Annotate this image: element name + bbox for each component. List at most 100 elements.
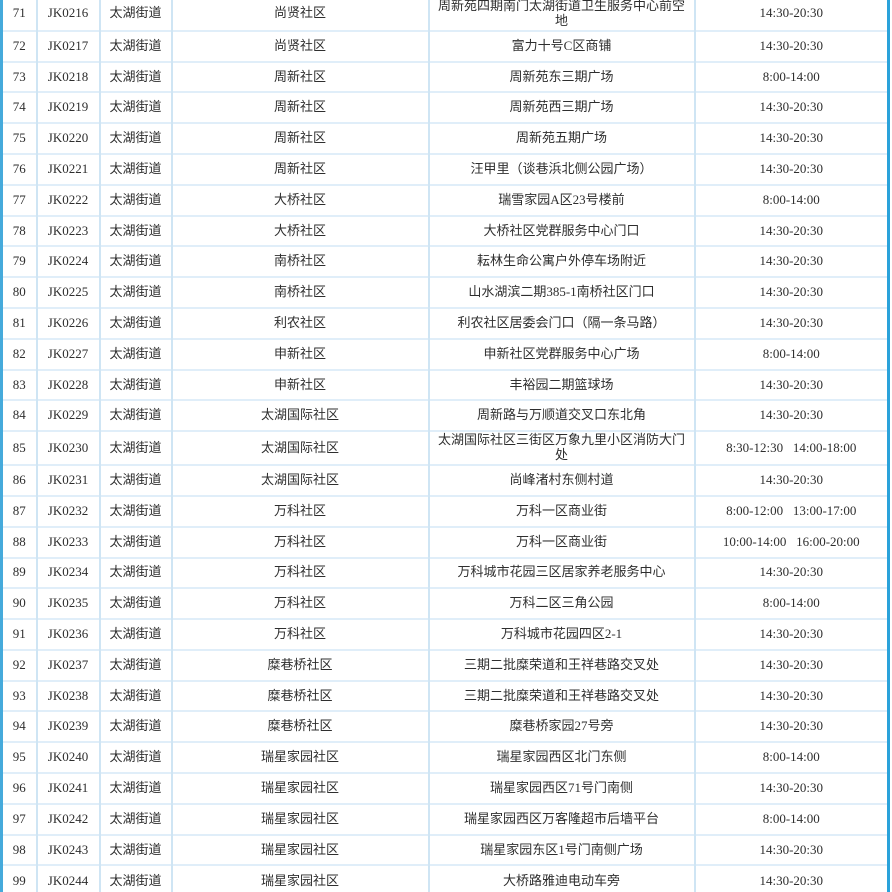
cell-service-time: 14:30-20:30 [694, 122, 890, 155]
cell-street: 太湖街道 [99, 464, 173, 496]
cell-service-time: 14:30-20:30 [694, 214, 890, 247]
table-row: 90 JK0235 太湖街道 万科社区 万科二区三角公园 8:00-14:00 [0, 587, 890, 620]
cell-street: 太湖街道 [99, 214, 173, 247]
cell-street: 太湖街道 [99, 60, 173, 93]
cell-community: 大桥社区 [171, 214, 430, 247]
cell-community: 周新社区 [171, 122, 430, 155]
cell-community: 瑞星家园社区 [171, 772, 430, 804]
cell-service-time: 14:30-20:30 [694, 368, 890, 401]
cell-location: 大桥路雅迪电动车旁 [428, 864, 696, 892]
table-row: 71 JK0216 太湖街道 尚贤社区 周新苑四期南门太湖街道卫生服务中心前空地… [0, 0, 890, 31]
cell-location: 周新苑西三期广场 [428, 91, 696, 124]
cell-site-code: JK0218 [36, 60, 101, 93]
cell-site-code: JK0237 [36, 648, 101, 681]
cell-location: 太湖国际社区三街区万象九里小区消防大门处 [428, 430, 696, 466]
cell-service-time: 8:00-14:00 [694, 587, 890, 620]
cell-site-code: JK0226 [36, 307, 101, 339]
cell-row-number: 98 [0, 833, 38, 866]
cell-community: 申新社区 [171, 368, 430, 401]
cell-location: 瑞星家园西区北门东侧 [428, 741, 696, 774]
cell-community: 尚贤社区 [171, 0, 430, 31]
cell-location: 大桥社区党群服务中心门口 [428, 214, 696, 247]
cell-location: 瑞星家园东区1号门南侧广场 [428, 833, 696, 866]
cell-service-time: 14:30-20:30 [694, 0, 890, 31]
cell-location: 糜巷桥家园27号旁 [428, 710, 696, 743]
cell-community: 瑞星家园社区 [171, 802, 430, 835]
table-row: 99 JK0244 太湖街道 瑞星家园社区 大桥路雅迪电动车旁 14:30-20… [0, 864, 890, 892]
cell-community: 糜巷桥社区 [171, 710, 430, 743]
cell-service-time: 14:30-20:30 [694, 399, 890, 432]
cell-row-number: 77 [0, 183, 38, 216]
cell-street: 太湖街道 [99, 833, 173, 866]
cell-site-code: JK0229 [36, 399, 101, 432]
cell-location: 三期二批糜荣道和王祥巷路交叉处 [428, 679, 696, 712]
cell-service-time: 8:00-14:00 [694, 337, 890, 370]
cell-street: 太湖街道 [99, 618, 173, 650]
table-row: 91 JK0236 太湖街道 万科社区 万科城市花园四区2-1 14:30-20… [0, 618, 890, 650]
cell-location: 瑞雪家园A区23号楼前 [428, 183, 696, 216]
cell-street: 太湖街道 [99, 183, 173, 216]
cell-row-number: 92 [0, 648, 38, 681]
table-row: 83 JK0228 太湖街道 申新社区 丰裕园二期篮球场 14:30-20:30 [0, 368, 890, 401]
cell-street: 太湖街道 [99, 741, 173, 774]
table-row: 95 JK0240 太湖街道 瑞星家园社区 瑞星家园西区北门东侧 8:00-14… [0, 741, 890, 774]
cell-street: 太湖街道 [99, 556, 173, 589]
cell-community: 万科社区 [171, 556, 430, 589]
table-row: 96 JK0241 太湖街道 瑞星家园社区 瑞星家园西区71号门南侧 14:30… [0, 772, 890, 804]
cell-row-number: 93 [0, 679, 38, 712]
cell-location: 申新社区党群服务中心广场 [428, 337, 696, 370]
cell-street: 太湖街道 [99, 29, 173, 62]
cell-community: 太湖国际社区 [171, 430, 430, 466]
table-row: 92 JK0237 太湖街道 糜巷桥社区 三期二批糜荣道和王祥巷路交叉处 14:… [0, 648, 890, 681]
cell-community: 万科社区 [171, 618, 430, 650]
cell-community: 瑞星家园社区 [171, 864, 430, 892]
table-row: 75 JK0220 太湖街道 周新社区 周新苑五期广场 14:30-20:30 [0, 122, 890, 155]
cell-location: 耘林生命公寓户外停车场附近 [428, 245, 696, 278]
cell-street: 太湖街道 [99, 245, 173, 278]
cell-street: 太湖街道 [99, 399, 173, 432]
cell-service-time: 14:30-20:30 [694, 29, 890, 62]
cell-location: 万科一区商业街 [428, 494, 696, 527]
cell-row-number: 71 [0, 0, 38, 31]
cell-site-code: JK0236 [36, 618, 101, 650]
cell-row-number: 99 [0, 864, 38, 892]
cell-row-number: 97 [0, 802, 38, 835]
table-row: 78 JK0223 太湖街道 大桥社区 大桥社区党群服务中心门口 14:30-2… [0, 214, 890, 247]
cell-community: 尚贤社区 [171, 29, 430, 62]
cell-location: 周新路与万顺道交叉口东北角 [428, 399, 696, 432]
cell-site-code: JK0224 [36, 245, 101, 278]
table-row: 74 JK0219 太湖街道 周新社区 周新苑西三期广场 14:30-20:30 [0, 91, 890, 124]
cell-service-time: 8:30-12:30 14:00-18:00 [694, 430, 890, 466]
cell-site-code: JK0242 [36, 802, 101, 835]
cell-service-time: 14:30-20:30 [694, 153, 890, 185]
table-row: 89 JK0234 太湖街道 万科社区 万科城市花园三区居家养老服务中心 14:… [0, 556, 890, 589]
cell-street: 太湖街道 [99, 153, 173, 185]
cell-service-time: 8:00-14:00 [694, 60, 890, 93]
cell-service-time: 14:30-20:30 [694, 648, 890, 681]
cell-service-time: 14:30-20:30 [694, 91, 890, 124]
table-row: 98 JK0243 太湖街道 瑞星家园社区 瑞星家园东区1号门南侧广场 14:3… [0, 833, 890, 866]
cell-location: 汪甲里（谈巷浜北侧公园广场） [428, 153, 696, 185]
cell-community: 申新社区 [171, 337, 430, 370]
cell-community: 瑞星家园社区 [171, 833, 430, 866]
cell-site-code: JK0240 [36, 741, 101, 774]
cell-site-code: JK0235 [36, 587, 101, 620]
cell-community: 太湖国际社区 [171, 464, 430, 496]
cell-site-code: JK0221 [36, 153, 101, 185]
cell-row-number: 89 [0, 556, 38, 589]
cell-street: 太湖街道 [99, 679, 173, 712]
cell-service-time: 8:00-14:00 [694, 802, 890, 835]
cell-community: 南桥社区 [171, 245, 430, 278]
cell-row-number: 95 [0, 741, 38, 774]
cell-site-code: JK0217 [36, 29, 101, 62]
cell-site-code: JK0230 [36, 430, 101, 466]
cell-site-code: JK0243 [36, 833, 101, 866]
cell-street: 太湖街道 [99, 802, 173, 835]
cell-row-number: 72 [0, 29, 38, 62]
cell-row-number: 91 [0, 618, 38, 650]
cell-street: 太湖街道 [99, 91, 173, 124]
cell-site-code: JK0223 [36, 214, 101, 247]
cell-row-number: 82 [0, 337, 38, 370]
table-row: 76 JK0221 太湖街道 周新社区 汪甲里（谈巷浜北侧公园广场） 14:30… [0, 153, 890, 185]
cell-site-code: JK0219 [36, 91, 101, 124]
